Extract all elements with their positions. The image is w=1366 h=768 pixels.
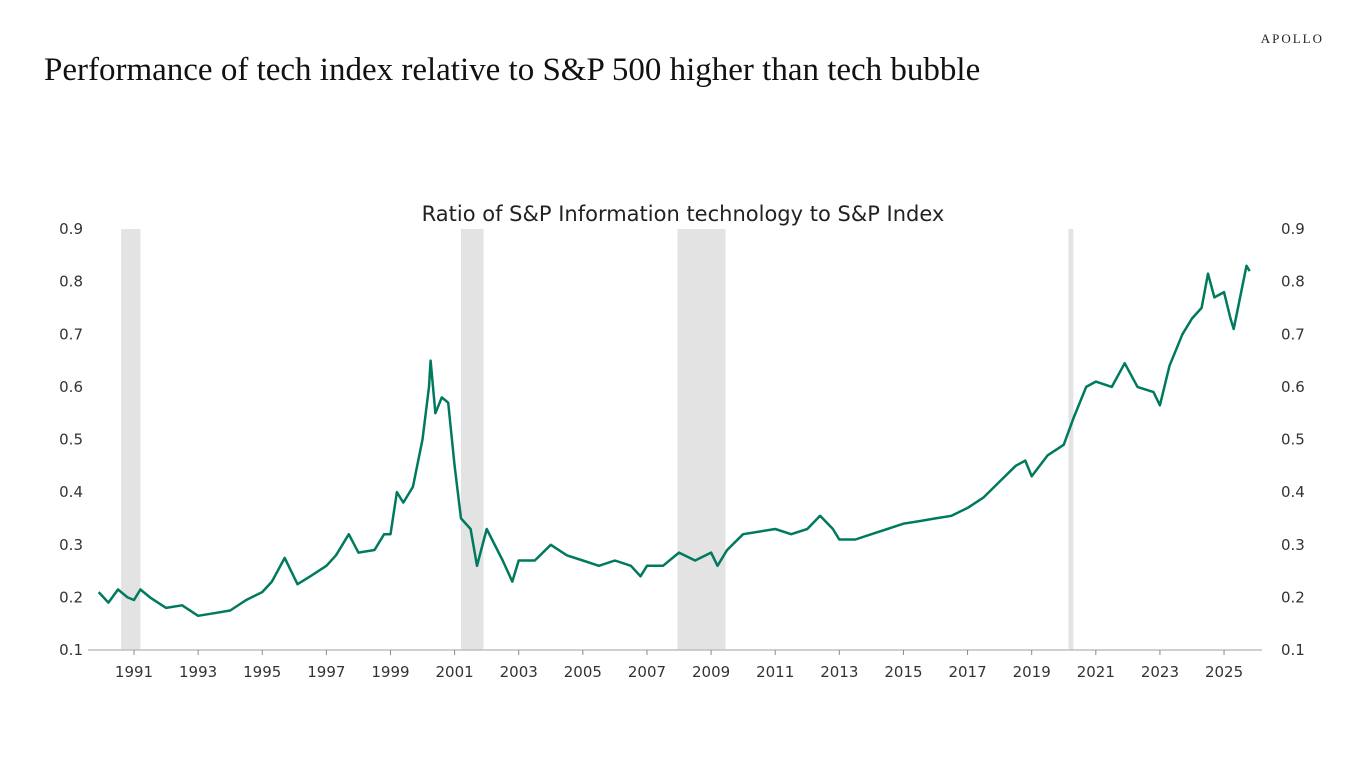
y-tick-label-right: 0.9 — [1281, 220, 1305, 238]
x-axis: 1991 1993 1995 1997 1999 2001 2003 2005 2007 2009… — [88, 649, 1262, 681]
page-title: Performance of tech index relative to S&… — [44, 52, 981, 88]
x-tick-label: 2025 — [1205, 663, 1243, 681]
recession-shading — [121, 229, 1074, 650]
y-tick-label-right: 0.6 — [1281, 378, 1305, 396]
y-tick-label-right: 0.8 — [1281, 273, 1305, 291]
y-tick-label-left: 0.6 — [59, 378, 83, 396]
x-tick-label: 1993 — [179, 663, 217, 681]
x-tick-label: 2017 — [948, 663, 986, 681]
y-tick-label-right: 0.2 — [1281, 588, 1305, 606]
y-tick-label-left: 0.9 — [59, 220, 83, 238]
x-tick-label: 2021 — [1077, 663, 1115, 681]
y-axis-right: 0.1 0.2 0.3 0.4 0.5 0.6 0.7 0.8 0.9 — [1281, 220, 1305, 659]
recession-shade — [677, 229, 726, 650]
y-tick-label-left: 0.7 — [59, 325, 83, 343]
x-tick-label: 2011 — [756, 663, 794, 681]
x-tick-label: 2009 — [692, 663, 730, 681]
y-tick-label-left: 0.4 — [59, 483, 83, 501]
series-line — [97, 264, 1251, 618]
x-tick-label: 1999 — [371, 663, 409, 681]
x-tick-label: 2003 — [500, 663, 538, 681]
x-tick-label: 1995 — [243, 663, 281, 681]
recession-shade — [121, 229, 141, 650]
y-tick-label-left: 0.5 — [59, 431, 83, 449]
y-tick-label-right: 0.3 — [1281, 536, 1305, 554]
x-tick-label: 2019 — [1013, 663, 1051, 681]
y-tick-label-left: 0.3 — [59, 536, 83, 554]
x-tick-label: 2001 — [436, 663, 474, 681]
x-tick-label: 2013 — [820, 663, 858, 681]
recession-shade — [1068, 229, 1074, 650]
x-tick-label: 2023 — [1141, 663, 1179, 681]
chart-title: Ratio of S&P Information technology to S… — [422, 202, 945, 226]
x-tick-label: 2015 — [884, 663, 922, 681]
recession-shade — [461, 229, 484, 650]
y-axis-left: 0.1 0.2 0.3 0.4 0.5 0.6 0.7 0.8 0.9 — [59, 220, 83, 659]
x-tick-label: 2007 — [628, 663, 666, 681]
y-tick-label-left: 0.1 — [59, 641, 83, 659]
x-tick-label: 1991 — [115, 663, 153, 681]
x-tick-label: 2005 — [564, 663, 602, 681]
y-tick-label-right: 0.1 — [1281, 641, 1305, 659]
y-tick-label-right: 0.7 — [1281, 325, 1305, 343]
y-tick-label-right: 0.4 — [1281, 483, 1305, 501]
apollo-logo: APOLLO — [1260, 31, 1324, 46]
y-tick-label-right: 0.5 — [1281, 431, 1305, 449]
x-tick-label: 1997 — [307, 663, 345, 681]
y-tick-label-left: 0.2 — [59, 588, 83, 606]
series-lines — [97, 264, 1251, 618]
y-tick-label-left: 0.8 — [59, 273, 83, 291]
